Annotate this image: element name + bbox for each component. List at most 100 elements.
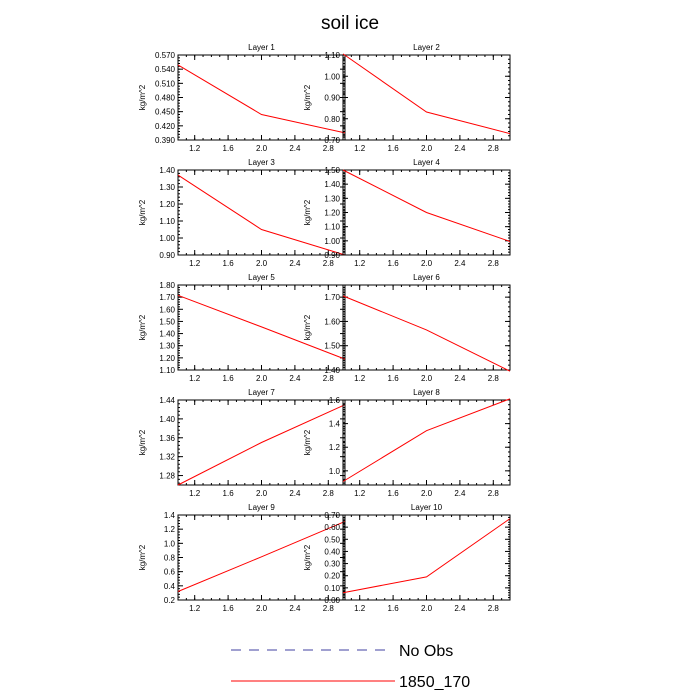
- y-tick-label: 1.32: [159, 453, 175, 462]
- y-tick-label: 1.4: [329, 420, 341, 429]
- plot-frame: [177, 284, 346, 371]
- panel-title: Layer 6: [413, 273, 440, 282]
- y-tick-label: 0.60: [324, 523, 340, 532]
- y-tick-label: 1.80: [159, 281, 175, 290]
- y-tick-label: 0.540: [155, 65, 176, 74]
- x-tick-label: 2.4: [454, 489, 466, 498]
- x-tick-label: 2.4: [454, 604, 466, 613]
- y-tick-label: 0.70: [324, 511, 340, 520]
- y-tick-label: 1.40: [324, 180, 340, 189]
- y-tick-label: 0.90: [324, 251, 340, 260]
- y-tick-label: 1.36: [159, 434, 175, 443]
- panel-layer-9: Layer 9 1.2 1.6 2.0 2.4 2.8 0.2 0.4 0.6 0.8 1.0 1.2…: [138, 503, 346, 613]
- y-tick-label: 0.8: [164, 554, 176, 563]
- y-axis-label: kg/m^2: [138, 314, 147, 340]
- x-tick-label: 2.8: [323, 259, 335, 268]
- legend-label-no-obs: No Obs: [399, 643, 453, 660]
- x-tick-label: 2.0: [256, 144, 268, 153]
- y-tick-label: 1.4: [164, 511, 176, 520]
- y-tick-label: 0.4: [164, 582, 176, 591]
- panel-title: Layer 5: [248, 273, 275, 282]
- y-tick-label: 1.60: [324, 317, 340, 326]
- x-tick-label: 1.2: [354, 144, 366, 153]
- series-line-1850-170: [342, 53, 511, 135]
- series-line-1850-170: [342, 295, 511, 372]
- series-line-1850-170: [342, 518, 511, 594]
- y-tick-label: 0.00: [324, 596, 340, 605]
- x-tick-label: 2.0: [421, 374, 433, 383]
- x-tick-label: 1.2: [354, 604, 366, 613]
- y-tick-label: 1.40: [159, 166, 175, 175]
- x-tick-label: 2.8: [488, 374, 500, 383]
- panel-title: Layer 2: [413, 43, 440, 52]
- x-tick-label: 2.0: [256, 489, 268, 498]
- x-tick-label: 2.4: [289, 259, 301, 268]
- x-tick-label: 2.4: [289, 144, 301, 153]
- x-tick-label: 1.2: [189, 489, 201, 498]
- panel-title: Layer 10: [411, 503, 443, 512]
- x-tick-label: 2.8: [323, 374, 335, 383]
- y-tick-label: 0.10: [324, 584, 340, 593]
- y-tick-label: 0.570: [155, 51, 176, 60]
- panel-layer-2: Layer 21.2 1.6 2.0 2.4 2.80.700.800.901.001.…: [303, 43, 511, 153]
- y-tick-label: 1.70: [159, 293, 175, 302]
- x-tick-label: 1.2: [189, 604, 201, 613]
- x-tick-label: 2.4: [454, 144, 466, 153]
- x-tick-label: 2.4: [289, 374, 301, 383]
- y-axis-label: kg/m^2: [138, 199, 147, 225]
- y-axis-label: kg/m^2: [303, 429, 312, 455]
- y-tick-label: 1.40: [324, 366, 340, 375]
- y-tick-label: 1.20: [324, 209, 340, 218]
- figure-title: soil ice: [321, 13, 379, 34]
- x-tick-label: 1.6: [223, 604, 235, 613]
- y-tick-label: 0.450: [155, 108, 176, 117]
- y-tick-label: 0.40: [324, 547, 340, 556]
- y-tick-label: 1.30: [159, 342, 175, 351]
- series-line-1850-170: [177, 520, 346, 592]
- x-tick-label: 1.2: [354, 259, 366, 268]
- y-tick-label: 0.420: [155, 122, 176, 131]
- y-tick-label: 1.50: [324, 342, 340, 351]
- y-tick-label: 0.20: [324, 572, 340, 581]
- plot-frame: [342, 514, 511, 601]
- x-tick-label: 1.2: [354, 374, 366, 383]
- panel-title: Layer 8: [413, 388, 440, 397]
- series-line-1850-170: [177, 404, 346, 486]
- series-line-1850-170: [177, 294, 346, 360]
- panel-title: Layer 1: [248, 43, 275, 52]
- x-tick-label: 2.0: [421, 144, 433, 153]
- y-tick-label: 1.10: [324, 223, 340, 232]
- y-axis-label: kg/m^2: [303, 544, 312, 570]
- x-tick-label: 1.2: [189, 374, 201, 383]
- y-tick-label: 0.90: [159, 251, 175, 260]
- y-tick-label: 0.50: [324, 535, 340, 544]
- x-tick-label: 1.6: [223, 144, 235, 153]
- x-tick-label: 2.8: [488, 259, 500, 268]
- series-line-1850-170: [342, 169, 511, 242]
- x-tick-label: 1.6: [388, 489, 400, 498]
- y-tick-label: 1.40: [159, 330, 175, 339]
- y-tick-label: 1.0: [329, 467, 341, 476]
- panel-title: Layer 3: [248, 158, 275, 167]
- panel-layer-4: Layer 41.2 1.6 2.0 2.4 2.80.901.001.101.201.…: [303, 158, 511, 268]
- y-tick-label: 0.6: [164, 568, 176, 577]
- y-tick-label: 0.510: [155, 79, 176, 88]
- series-line-1850-170: [177, 174, 346, 256]
- y-tick-label: 1.10: [324, 51, 340, 60]
- x-tick-label: 2.0: [421, 489, 433, 498]
- x-tick-label: 1.6: [223, 489, 235, 498]
- x-tick-label: 1.2: [189, 259, 201, 268]
- y-tick-label: 1.10: [159, 366, 175, 375]
- y-tick-label: 1.00: [324, 72, 340, 81]
- plot-frame: [342, 284, 511, 371]
- y-tick-label: 0.2: [164, 596, 176, 605]
- y-tick-label: 1.00: [159, 234, 175, 243]
- panel-layer-3: Layer 31.2 1.6 2.0 2.4 2.80.901.001.101.201.…: [138, 158, 346, 268]
- x-tick-label: 2.4: [289, 489, 301, 498]
- y-tick-label: 1.70: [324, 293, 340, 302]
- y-axis-label: kg/m^2: [303, 199, 312, 225]
- y-tick-label: 1.50: [159, 317, 175, 326]
- y-tick-label: 1.60: [159, 305, 175, 314]
- x-tick-label: 2.0: [421, 259, 433, 268]
- y-axis-label: kg/m^2: [138, 429, 147, 455]
